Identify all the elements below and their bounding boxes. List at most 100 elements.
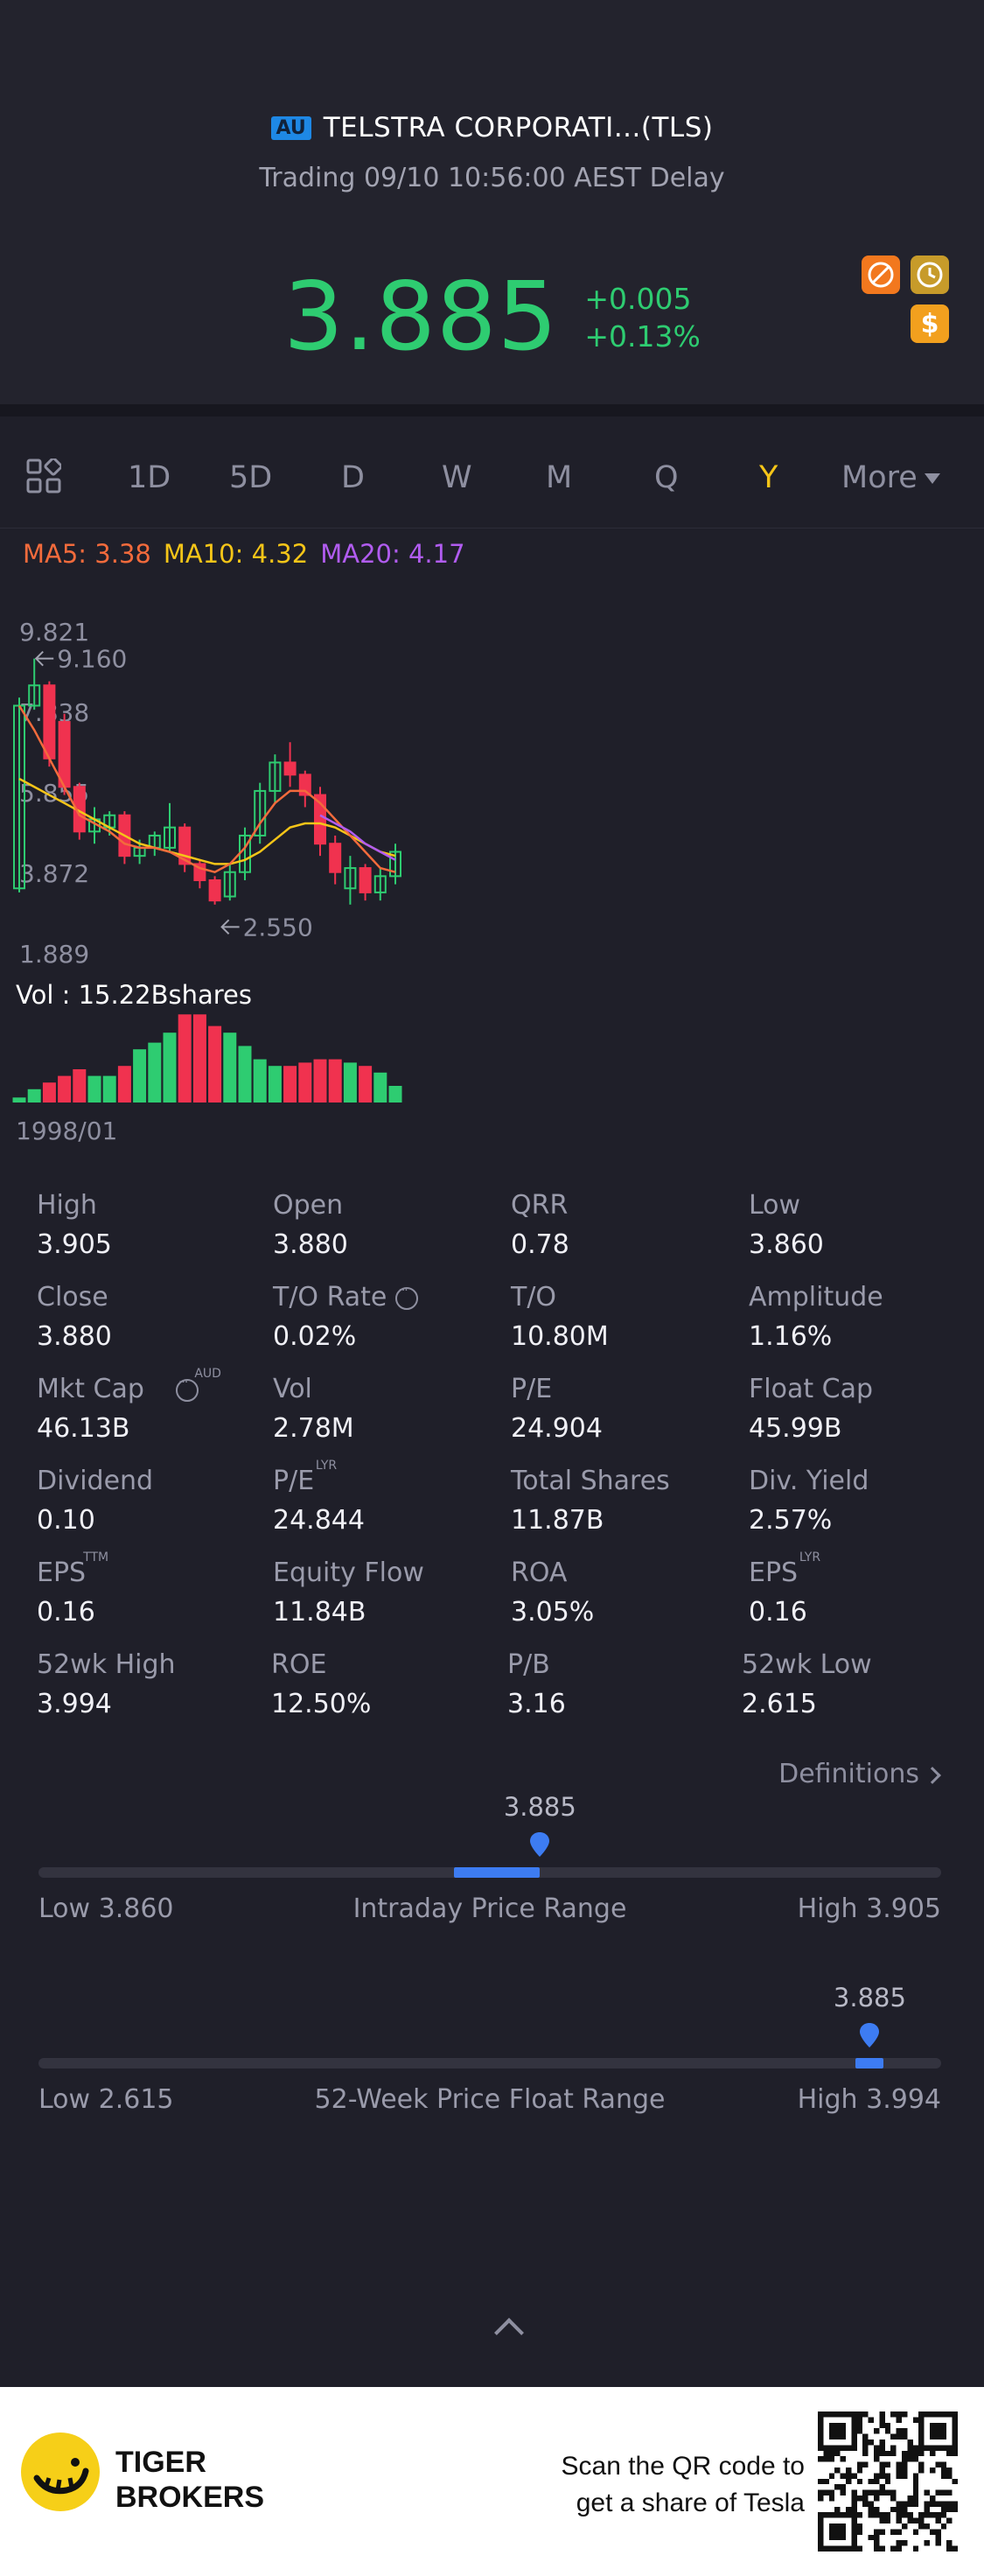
stat-value: 2.615 [742,1689,817,1719]
brand-line1: TIGER [115,2446,206,2479]
stat-label-text: Dividend [37,1466,154,1496]
qr-module [840,2412,846,2418]
qr-module [862,2445,869,2451]
tab-1d[interactable]: 1D [128,460,171,495]
volume-bar [192,1014,206,1102]
qr-module [890,2450,897,2457]
tab-d[interactable]: D [341,460,365,495]
stat-label: Total Shares [511,1466,670,1496]
qr-module [907,2496,913,2502]
qr-module [879,2461,885,2468]
dollar-icon[interactable]: $ [911,304,949,343]
tab-5d[interactable]: 5D [229,460,273,495]
stat-3: Low 3.860 [749,1190,976,1260]
qr-module [828,2450,835,2457]
candle-body [359,867,372,893]
qr-module [946,2489,953,2496]
qr-module [896,2517,902,2524]
stat-label: High [37,1190,97,1221]
tab-w[interactable]: W [442,460,472,495]
stat-value: 3.880 [37,1321,112,1352]
stat-value: 0.78 [511,1229,569,1260]
tab-y[interactable]: Y [759,460,778,495]
y-tick-label: 3.872 [19,859,89,888]
stat-value: 3.05% [511,1597,595,1628]
qr-module [879,2450,885,2457]
qr-module [935,2534,941,2541]
52-week-range: 3.885 Low 2.615 52-Week Price Float Rang… [38,1983,941,2123]
trading-status: Trading 09/10 10:56:00 AEST Delay [259,163,725,193]
qr-module [912,2484,919,2490]
stat-label: Dividend [37,1466,153,1496]
qr-module [940,2445,947,2451]
stat-value: 0.16 [37,1597,95,1628]
stat-label: T/O [511,1282,556,1312]
quote-header: AU TELSTRA CORPORATI...(TLS) Trading 09/… [0,0,984,404]
volume-bar [223,1032,237,1102]
low-marker-label: 2.550 [243,913,313,942]
qr-module [862,2433,869,2440]
collapse-chevron-up-icon[interactable] [494,2318,524,2348]
qr-module [879,2489,885,2496]
qr-module [851,2422,857,2429]
definitions-link[interactable]: Definitions [778,1759,941,1789]
volume-bar [373,1072,387,1102]
qr-module [896,2529,902,2535]
more-info-icon[interactable] [175,1376,199,1402]
qr-module [952,2428,958,2434]
section-divider [0,404,984,416]
qr-module [818,2524,824,2530]
qr-module [874,2428,880,2434]
y-tick-label: 9.821 [19,618,89,647]
qr-code-icon[interactable] [818,2412,958,2552]
qr-module [828,2473,835,2479]
stat-label-text: 52wk High [37,1649,176,1680]
candle-body [389,850,401,878]
volume-bar [238,1046,252,1102]
promo-banner[interactable]: TIGER BROKERS Scan the QR code to get a … [0,2387,984,2576]
stat-label-text: Close [37,1282,108,1312]
qr-module [940,2433,947,2440]
qr-module [834,2545,841,2552]
qr-module [840,2512,846,2518]
qr-module [874,2512,880,2518]
more-periods-button[interactable]: More [841,460,940,495]
history-clock-icon[interactable] [911,256,949,294]
stat-label: 52wk High [37,1649,176,1680]
qr-module [840,2534,846,2541]
stat-label-text: Float Cap [749,1374,874,1404]
qr-module [828,2422,835,2429]
qr-module [946,2540,953,2546]
qr-module [834,2445,841,2451]
no-short-icon[interactable] [862,256,900,294]
qr-module [912,2501,919,2507]
volume-bar [58,1075,72,1102]
qr-module [935,2501,941,2507]
stock-title[interactable]: TELSTRA CORPORATI...(TLS) [323,112,714,144]
qr-module [851,2489,857,2496]
stat-15: Div. Yield 2.57% [749,1466,976,1536]
qr-module [884,2428,891,2434]
qr-module [918,2468,925,2474]
qr-module [856,2529,863,2535]
stat-label: Low [749,1190,800,1221]
qr-module [874,2456,880,2462]
stat-label-text: T/O [511,1282,557,1312]
qr-module [940,2412,947,2418]
qr-module [907,2450,913,2457]
qr-module [902,2468,908,2474]
tab-q[interactable]: Q [654,460,679,495]
volume-bar [42,1082,56,1102]
more-info-icon[interactable] [395,1284,419,1310]
qr-module [952,2506,958,2513]
qr-module [818,2412,824,2418]
tab-m[interactable]: M [546,460,573,495]
ma20-line [319,814,396,861]
stat-label-text: Amplitude [749,1282,883,1312]
chart-layout-icon[interactable] [26,458,61,494]
candle-body [373,875,387,893]
qr-module [952,2445,958,2451]
stat-label: ROA [511,1558,567,1588]
qr-module [862,2450,869,2457]
